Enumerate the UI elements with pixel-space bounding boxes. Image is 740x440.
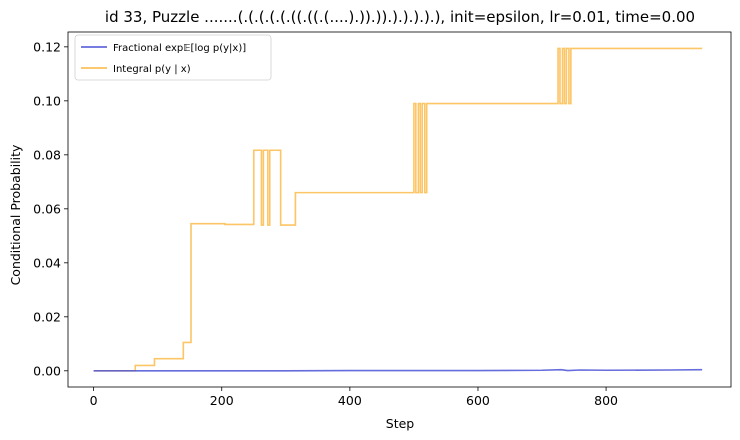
x-tick-label: 0 xyxy=(90,393,98,408)
x-tick-label: 600 xyxy=(466,393,490,408)
y-tick-label: 0.00 xyxy=(33,363,61,378)
x-tick-label: 400 xyxy=(338,393,362,408)
x-tick-label: 200 xyxy=(210,393,234,408)
series-line-fractional xyxy=(93,368,703,372)
legend-label-fractional: Fractional exp𝔼[log p(y|x)] xyxy=(113,43,246,54)
y-tick-label: 0.04 xyxy=(33,255,61,270)
chart-title: id 33, Puzzle .......(.(.(.(.(.((.((.(..… xyxy=(105,8,695,26)
x-axis: 0 200 400 600 800 xyxy=(90,387,618,408)
x-axis-title: Step xyxy=(386,416,415,431)
series-line-integral xyxy=(93,47,703,372)
y-tick-label: 0.12 xyxy=(33,39,61,54)
legend-label-integral: Integral p(y | x) xyxy=(113,64,191,75)
legend: Fractional exp𝔼[log p(y|x)] Integral p(y… xyxy=(74,34,272,81)
plot-area xyxy=(93,47,703,372)
legend-box xyxy=(74,34,272,81)
y-tick-label: 0.08 xyxy=(33,147,61,162)
y-tick-label: 0.02 xyxy=(33,309,61,324)
y-tick-label: 0.10 xyxy=(33,93,61,108)
y-axis-title: Conditional Probability xyxy=(8,144,23,285)
y-tick-label: 0.06 xyxy=(33,201,61,216)
plot-frame xyxy=(67,31,732,388)
y-axis: 0.00 0.02 0.04 0.06 0.08 0.10 0.12 xyxy=(33,39,68,378)
x-tick-label: 800 xyxy=(594,393,618,408)
